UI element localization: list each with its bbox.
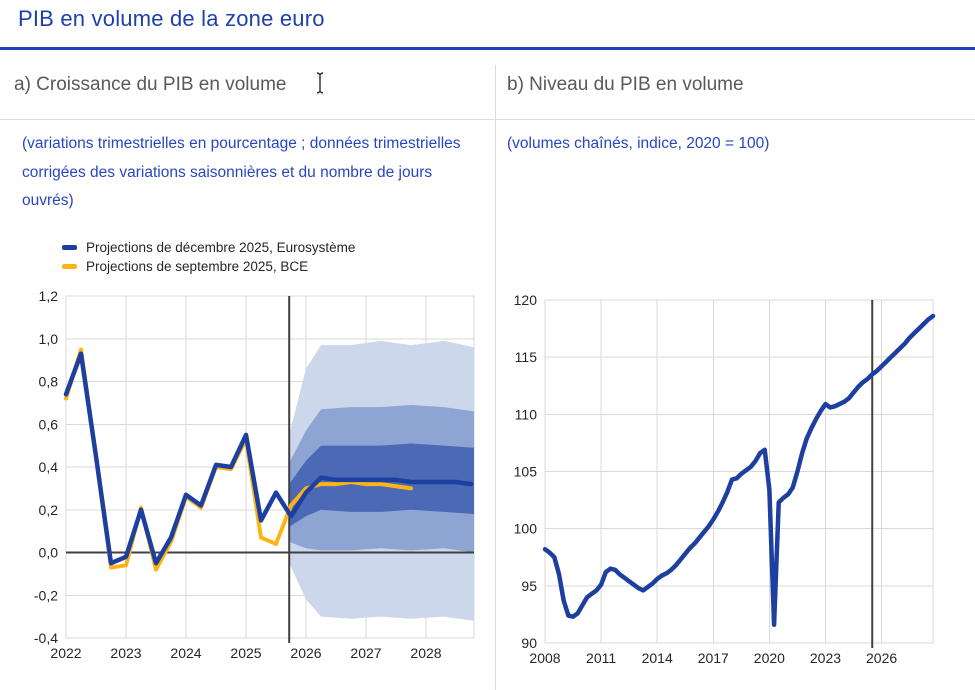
gdp-growth-chart: -0,4 -0,2 0,0 0,2 0,4 0,6 0,8 1,0 1,2 2022 2023 202…	[34, 288, 475, 661]
gdp-level-chart: 90 95 100 105 110 115 120 2008 2011 2014 2017 2020 2…	[514, 292, 936, 666]
header-underline	[0, 119, 975, 120]
svg-text:2017: 2017	[698, 650, 729, 666]
svg-text:100: 100	[514, 521, 538, 537]
panel-divider	[495, 65, 496, 690]
text-cursor-icon	[314, 71, 326, 95]
svg-text:2023: 2023	[810, 650, 841, 666]
svg-text:105: 105	[514, 464, 538, 480]
svg-text:2024: 2024	[170, 645, 201, 661]
svg-text:110: 110	[515, 406, 538, 422]
legend-item-decembre: Projections de décembre 2025, Eurosystèm…	[62, 238, 355, 257]
svg-text:95: 95	[521, 578, 537, 594]
legend-swatch-yellow	[62, 264, 77, 269]
legend: Projections de décembre 2025, Eurosystèm…	[62, 238, 355, 276]
svg-text:2025: 2025	[230, 645, 261, 661]
svg-text:1,2: 1,2	[39, 288, 59, 304]
svg-text:1,0: 1,0	[39, 331, 59, 347]
svg-text:2026: 2026	[290, 645, 321, 661]
svg-text:0,4: 0,4	[39, 459, 59, 475]
svg-text:2020: 2020	[754, 650, 785, 666]
svg-text:0,6: 0,6	[39, 416, 59, 432]
svg-text:2014: 2014	[642, 650, 673, 666]
svg-text:2011: 2011	[586, 650, 616, 666]
panel-a-header: a) Croissance du PIB en volume	[14, 74, 287, 95]
svg-text:2028: 2028	[410, 645, 441, 661]
svg-text:-0,2: -0,2	[34, 587, 58, 603]
svg-text:2008: 2008	[529, 650, 560, 666]
svg-text:90: 90	[521, 635, 537, 651]
svg-text:120: 120	[514, 292, 538, 308]
svg-text:0,2: 0,2	[39, 502, 59, 518]
svg-text:-0,4: -0,4	[34, 630, 58, 646]
legend-label: Projections de décembre 2025, Eurosystèm…	[86, 240, 356, 255]
svg-text:0,8: 0,8	[39, 374, 59, 390]
panel-a-subtitle: (variations trimestrielles en pourcentag…	[22, 135, 461, 210]
svg-text:0,0: 0,0	[39, 545, 59, 561]
svg-text:2027: 2027	[350, 645, 381, 661]
page-title: PIB en volume de la zone euro	[18, 6, 325, 31]
legend-item-septembre: Projections de septembre 2025, BCE	[62, 257, 355, 276]
panel-b-header: b) Niveau du PIB en volume	[507, 74, 744, 95]
svg-text:2026: 2026	[866, 650, 897, 666]
legend-label: Projections de septembre 2025, BCE	[86, 259, 309, 274]
svg-text:2023: 2023	[110, 645, 141, 661]
svg-text:115: 115	[515, 349, 538, 365]
svg-text:2022: 2022	[50, 645, 81, 661]
panel-b-subtitle: (volumes chaînés, indice, 2020 = 100)	[507, 135, 770, 152]
title-rule	[0, 47, 975, 50]
legend-swatch-blue	[62, 245, 77, 250]
